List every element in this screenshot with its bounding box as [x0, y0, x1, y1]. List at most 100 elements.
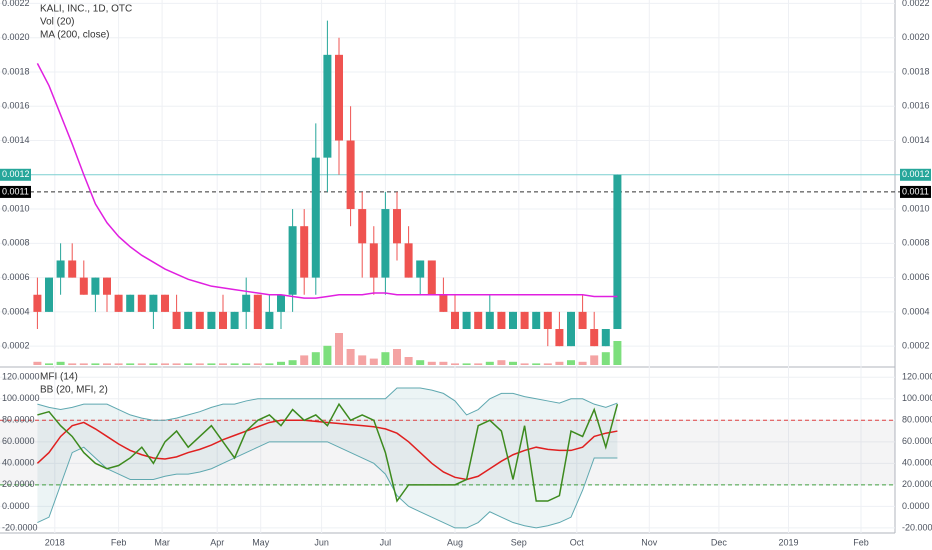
- x-tick-label: Jul: [380, 537, 392, 547]
- candle-body: [207, 311, 216, 330]
- y-tick-label: 0.0006: [902, 272, 930, 282]
- price-level-label: 0.0011: [902, 186, 929, 196]
- candle-body: [79, 277, 88, 295]
- volume-bar: [358, 355, 367, 365]
- candle-body: [485, 311, 494, 330]
- candle-body: [543, 311, 552, 330]
- volume-bar: [497, 360, 506, 365]
- price-level-label: 0.0011: [2, 186, 29, 196]
- volume-bar: [149, 363, 158, 365]
- candle-body: [416, 260, 425, 278]
- volume-legend: Vol (20): [40, 17, 74, 28]
- indicator-line: [37, 402, 619, 503]
- y-tick-label: 0.0010: [2, 203, 30, 213]
- volume-bar: [485, 361, 494, 365]
- volume-bar: [404, 357, 413, 365]
- y-tick-label: 60.0000: [2, 436, 35, 446]
- candle-body: [265, 311, 274, 330]
- volume-bar: [451, 363, 459, 365]
- volume-bar: [601, 352, 610, 365]
- volume-bar: [184, 363, 193, 365]
- candle-body: [323, 54, 332, 158]
- candle-body: [404, 243, 413, 278]
- volume-bar: [567, 360, 575, 365]
- y-tick-label: 0.0008: [902, 238, 930, 248]
- y-tick-label: 0.0002: [2, 341, 30, 351]
- price-level-label: 0.0012: [902, 169, 930, 179]
- candle-body: [126, 294, 135, 312]
- candle-body: [103, 277, 111, 295]
- candle-body: [253, 294, 262, 330]
- volume-bar: [265, 363, 274, 365]
- volume-bar: [543, 363, 552, 365]
- volume-bar: [369, 358, 378, 365]
- volume-bar: [613, 341, 622, 365]
- x-tick-label: Feb: [853, 537, 869, 547]
- y-tick-label: 0.0016: [902, 101, 930, 111]
- candle-body: [590, 329, 599, 347]
- candle-body: [195, 311, 204, 330]
- candle-body: [288, 226, 297, 295]
- candle-body: [56, 260, 65, 278]
- x-tick-label: Dec: [711, 537, 728, 547]
- x-tick-label: Mar: [154, 537, 170, 547]
- volume-bar: [439, 361, 448, 365]
- y-tick-label: 60.0000: [902, 436, 932, 446]
- volume-bar: [381, 352, 390, 365]
- candle-body: [393, 209, 401, 244]
- volume-bar: [288, 360, 297, 365]
- x-tick-label: Jun: [314, 537, 329, 547]
- volume-bar: [520, 363, 529, 365]
- candle-body: [91, 277, 100, 295]
- volume-bar: [300, 355, 309, 365]
- volume-bar: [207, 363, 216, 365]
- candle-body: [555, 329, 564, 347]
- y-tick-label: 0.0000: [902, 501, 930, 511]
- candle-body: [149, 294, 158, 312]
- volume-bar: [323, 345, 332, 365]
- volume-bar: [509, 361, 517, 365]
- y-tick-label: 40.0000: [2, 458, 35, 468]
- volume-bar: [103, 363, 111, 365]
- volume-bar: [393, 349, 401, 365]
- x-tick-label: Feb: [111, 537, 127, 547]
- y-tick-label: 0.0000: [2, 501, 30, 511]
- candle-body: [242, 294, 251, 312]
- candle-body: [161, 294, 169, 312]
- y-tick-label: 0.0020: [2, 32, 30, 42]
- candle-body: [33, 294, 42, 312]
- volume-bar: [230, 363, 239, 365]
- candle-body: [114, 294, 123, 312]
- y-tick-label: 0.0022: [902, 0, 930, 8]
- volume-bar: [56, 361, 65, 365]
- x-tick-label: Oct: [570, 537, 585, 547]
- y-tick-label: 0.0002: [902, 341, 930, 351]
- y-tick-label: 0.0014: [902, 135, 930, 145]
- indicator-line: [36, 419, 618, 481]
- chart-title: KALI, INC., 1D, OTC: [40, 4, 132, 15]
- x-tick-label: 2019: [778, 537, 798, 547]
- candle-body: [601, 329, 610, 347]
- y-tick-label: 80.0000: [2, 415, 35, 425]
- y-tick-label: 0.0020: [902, 32, 930, 42]
- volume-bar: [68, 363, 77, 365]
- volume-bar: [253, 363, 262, 365]
- candle-body: [520, 311, 529, 330]
- y-tick-label: 20.0000: [2, 479, 35, 489]
- candle-body: [137, 294, 146, 312]
- volume-bar: [555, 361, 564, 365]
- x-tick-label: 2018: [45, 537, 65, 547]
- candle-body: [311, 157, 320, 278]
- candle-body: [474, 311, 483, 330]
- volume-bar: [242, 363, 251, 365]
- y-tick-label: 0.0006: [2, 272, 30, 282]
- band-fill: [37, 388, 618, 528]
- y-tick-label: 0.0018: [902, 66, 930, 76]
- candle-body: [497, 311, 506, 330]
- volume-bar: [416, 360, 425, 365]
- candle-body: [230, 311, 239, 330]
- y-tick-label: -20.0000: [2, 522, 38, 532]
- price-level-tag: [900, 168, 931, 181]
- y-tick-label: 40.0000: [902, 458, 932, 468]
